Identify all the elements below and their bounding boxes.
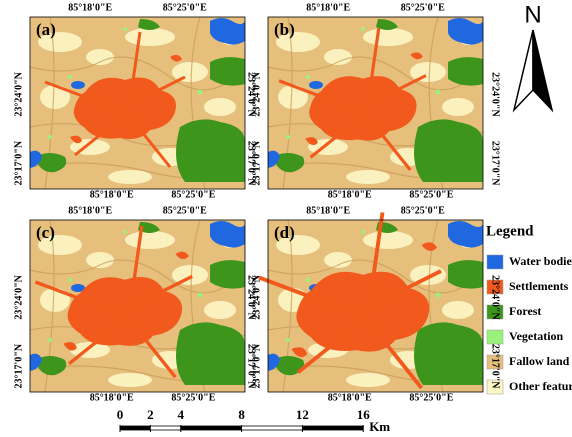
latitude-label: 23°24'0"N bbox=[490, 275, 501, 320]
longitude-label: 85°18'0"E bbox=[328, 189, 372, 200]
legend-swatch bbox=[487, 255, 503, 269]
scale-segment bbox=[302, 426, 363, 430]
longitude-label: 85°18'0"E bbox=[306, 2, 350, 13]
longitude-label: 85°25'0"E bbox=[409, 189, 453, 200]
north-label: N bbox=[524, 1, 541, 28]
longitude-label: 85°25'0"E bbox=[171, 392, 215, 403]
longitude-label: 85°25'0"E bbox=[401, 2, 445, 13]
legend-title: Legend bbox=[486, 223, 534, 239]
scale-label: 4 bbox=[178, 407, 185, 422]
longitude-label: 85°25'0"E bbox=[409, 392, 453, 403]
map-figure: (a) (b) (c) (d) N Legend Water bodies Settle… bbox=[0, 0, 572, 437]
latitude-label: 23°24'0"N bbox=[13, 274, 24, 319]
latitude-label: 23°17'0"N bbox=[13, 343, 24, 388]
scale-label: 8 bbox=[238, 407, 245, 422]
scale-segment bbox=[181, 426, 242, 430]
scale-label: 16 bbox=[357, 407, 371, 422]
panel-label: (b) bbox=[274, 20, 295, 39]
longitude-label: 85°18'0"E bbox=[90, 392, 134, 403]
north-arrow: N bbox=[514, 1, 552, 110]
legend-label: Vegetation bbox=[509, 329, 564, 343]
map-panel: (a) bbox=[30, 17, 245, 189]
longitude-label: 85°25'0"E bbox=[171, 189, 215, 200]
panel-label: (d) bbox=[274, 223, 295, 242]
scale-segment bbox=[242, 426, 303, 430]
scale-unit: Km bbox=[369, 419, 390, 434]
legend-label: Fallow land bbox=[509, 354, 570, 368]
latitude-label: 23°17'0"N bbox=[251, 140, 262, 185]
legend-swatch bbox=[487, 330, 503, 344]
latitude-label: 23°17'0"N bbox=[490, 344, 501, 389]
legend-label: Other features bbox=[509, 379, 572, 393]
longitude-label: 85°25'0"E bbox=[401, 205, 445, 216]
latitude-label: 23°24'0"N bbox=[490, 72, 501, 117]
scale-label: 12 bbox=[296, 407, 309, 422]
longitude-label: 85°18'0"E bbox=[90, 189, 134, 200]
scale-label: 0 bbox=[117, 407, 124, 422]
latitude-label: 23°24'0"N bbox=[251, 274, 262, 319]
latitude-label: 23°17'0"N bbox=[251, 343, 262, 388]
longitude-label: 85°18'0"E bbox=[306, 205, 350, 216]
scale-label: 2 bbox=[147, 407, 154, 422]
scale-segment bbox=[120, 426, 150, 430]
north-arrow-left bbox=[514, 30, 533, 110]
map-panel: (c) bbox=[30, 220, 245, 392]
scale-segment bbox=[150, 426, 180, 430]
legend-label: Settlements bbox=[509, 279, 569, 293]
latitude-label: 23°24'0"N bbox=[251, 71, 262, 116]
panel-label: (c) bbox=[36, 223, 55, 242]
panel-label: (a) bbox=[36, 20, 56, 39]
north-arrow-right bbox=[533, 30, 552, 110]
legend-label: Forest bbox=[509, 304, 541, 318]
longitude-label: 85°25'0"E bbox=[163, 2, 207, 13]
longitude-label: 85°18'0"E bbox=[68, 205, 112, 216]
map-panel: (b) bbox=[268, 17, 483, 189]
longitude-label: 85°25'0"E bbox=[163, 205, 207, 216]
latitude-label: 23°17'0"N bbox=[490, 141, 501, 186]
legend-label: Water bodies bbox=[509, 254, 572, 268]
map-panel: (d) bbox=[259, 213, 483, 393]
longitude-label: 85°18'0"E bbox=[68, 2, 112, 13]
latitude-label: 23°17'0"N bbox=[13, 140, 24, 185]
longitude-label: 85°18'0"E bbox=[328, 392, 372, 403]
latitude-label: 23°24'0"N bbox=[13, 71, 24, 116]
